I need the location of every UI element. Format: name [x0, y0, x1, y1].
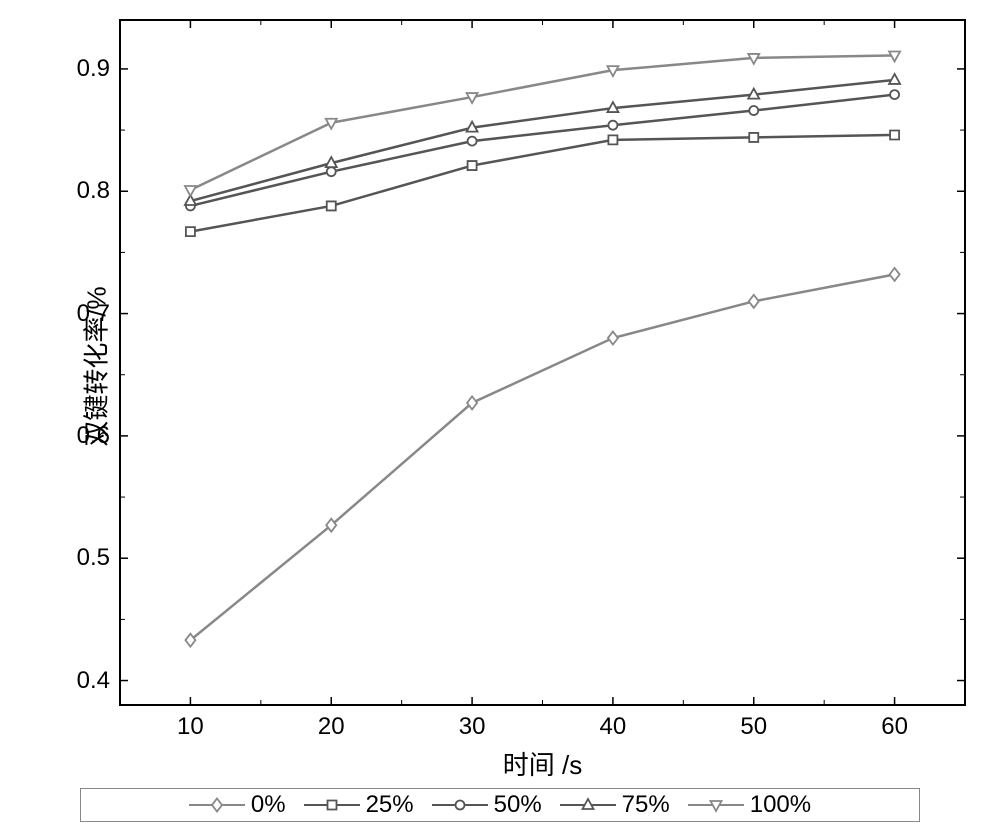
legend-item: 50%: [432, 791, 542, 819]
y-tick-label: 0.7: [77, 300, 110, 328]
y-tick-label: 0.4: [77, 667, 110, 695]
y-tick-label: 0.5: [77, 544, 110, 572]
chart-container: 时间 /s 双键转化率/% 1020304050600.40.50.60.70.…: [0, 0, 1000, 829]
x-tick-label: 60: [875, 713, 915, 741]
legend-line: [189, 804, 245, 806]
legend-item: 75%: [560, 791, 670, 819]
legend-marker-icon: [324, 798, 339, 813]
legend-marker-icon: [209, 797, 225, 813]
x-tick-label: 50: [734, 713, 774, 741]
legend-item: 25%: [304, 791, 414, 819]
x-axis-label: 时间 /s: [483, 745, 603, 782]
x-tick-label: 20: [311, 713, 351, 741]
legend-label: 50%: [494, 791, 542, 819]
legend-marker-icon: [580, 797, 596, 813]
legend-marker-icon: [453, 799, 466, 812]
legend: 0% 25% 50% 75% 100%: [80, 788, 920, 822]
legend-item: 0%: [189, 791, 286, 819]
legend-label: 100%: [750, 791, 811, 819]
legend-marker-icon: [708, 797, 724, 813]
legend-line: [688, 804, 744, 806]
y-tick-label: 0.8: [77, 177, 110, 205]
x-tick-label: 40: [593, 713, 633, 741]
x-tick-label: 10: [170, 713, 210, 741]
legend-item: 100%: [688, 791, 811, 819]
x-tick-label: 30: [452, 713, 492, 741]
legend-line: [432, 804, 488, 806]
legend-line: [304, 804, 360, 806]
legend-label: 0%: [251, 791, 286, 819]
legend-label: 75%: [622, 791, 670, 819]
chart-svg: [0, 0, 1000, 829]
y-tick-label: 0.6: [77, 422, 110, 450]
legend-label: 25%: [366, 791, 414, 819]
legend-line: [560, 804, 616, 806]
y-tick-label: 0.9: [77, 55, 110, 83]
